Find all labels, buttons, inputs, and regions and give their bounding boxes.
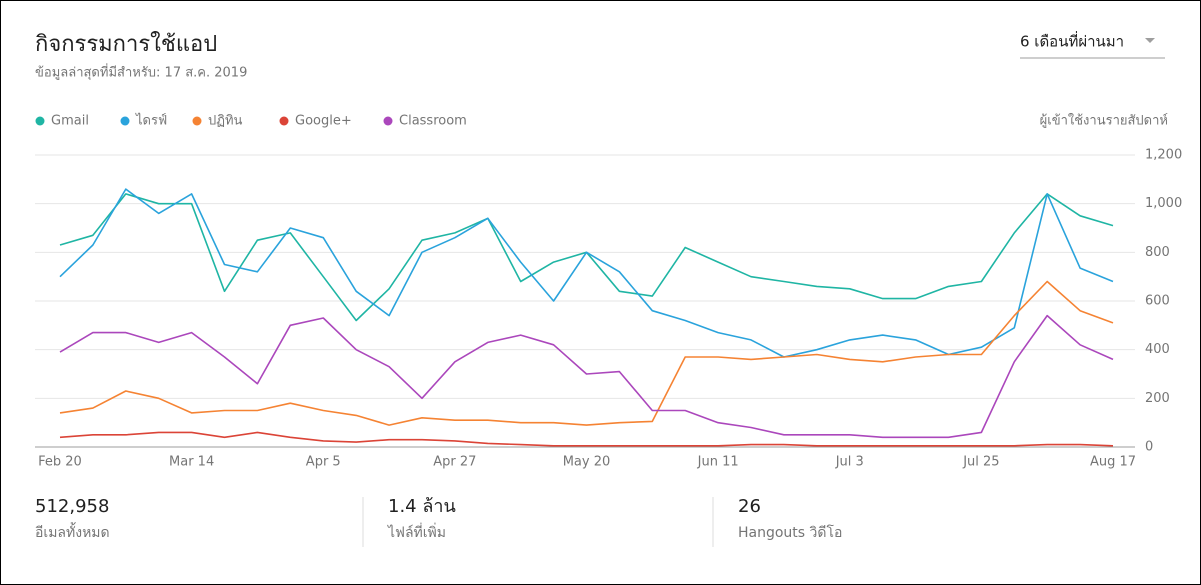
subtitle: ข้อมูลล่าสุดที่มีสำหรับ: 17 ส.ค. 2019 [35, 64, 247, 81]
legend-marker [192, 116, 202, 126]
period-dropdown[interactable]: 6 เดือนที่ผ่านมา [1020, 31, 1124, 51]
y-tick-label: 1,200 [1145, 148, 1182, 163]
y-tick-label: 400 [1145, 342, 1170, 357]
y-tick-label: 0 [1145, 440, 1153, 455]
x-tick-label: Jun 11 [697, 455, 739, 470]
stat-label: Hangouts วิดีโอ [738, 524, 842, 541]
legend-marker [279, 116, 289, 126]
stat-label: อีเมลทั้งหมด [35, 522, 110, 541]
stat-value: 512,958 [35, 496, 109, 517]
x-tick-label: Jul 3 [835, 455, 864, 470]
x-tick-label: Apr 27 [433, 455, 476, 470]
x-tick-label: Mar 14 [169, 455, 214, 470]
legend-label: ไดรฟ์ [135, 113, 167, 129]
series-line [59, 314, 1114, 439]
legend-marker [35, 116, 45, 126]
y-tick-label: 600 [1145, 294, 1170, 309]
y-tick-label: 200 [1145, 391, 1170, 406]
legend-label: Classroom [399, 114, 467, 129]
stat-label: ไฟล์ที่เพิ่ม [387, 523, 446, 541]
x-tick-label: Apr 5 [306, 455, 341, 470]
series-line [59, 431, 1114, 447]
series-line [59, 280, 1114, 426]
title: กิจกรรมการใช้แอป [35, 31, 217, 57]
x-tick-label: Jul 25 [962, 455, 999, 470]
legend-label: Gmail [51, 114, 89, 129]
dropdown-arrow[interactable] [1145, 38, 1155, 43]
stat-value: 26 [738, 496, 761, 517]
legend-label: ปฏิทิน [208, 114, 243, 129]
y-axis-label: ผู้เข้าใช้งานรายสัปดาห์ [1040, 113, 1168, 129]
x-tick-label: May 20 [563, 455, 611, 470]
y-tick-label: 1,000 [1145, 196, 1182, 211]
stat-value: 1.4 ล้าน [388, 496, 456, 517]
legend-label: Google+ [295, 114, 352, 129]
y-tick-label: 800 [1145, 245, 1170, 260]
legend-marker [383, 116, 393, 126]
x-tick-label: Feb 20 [38, 455, 82, 470]
legend-marker [120, 116, 130, 126]
x-tick-label: Aug 17 [1090, 455, 1136, 470]
series-line [59, 188, 1114, 358]
